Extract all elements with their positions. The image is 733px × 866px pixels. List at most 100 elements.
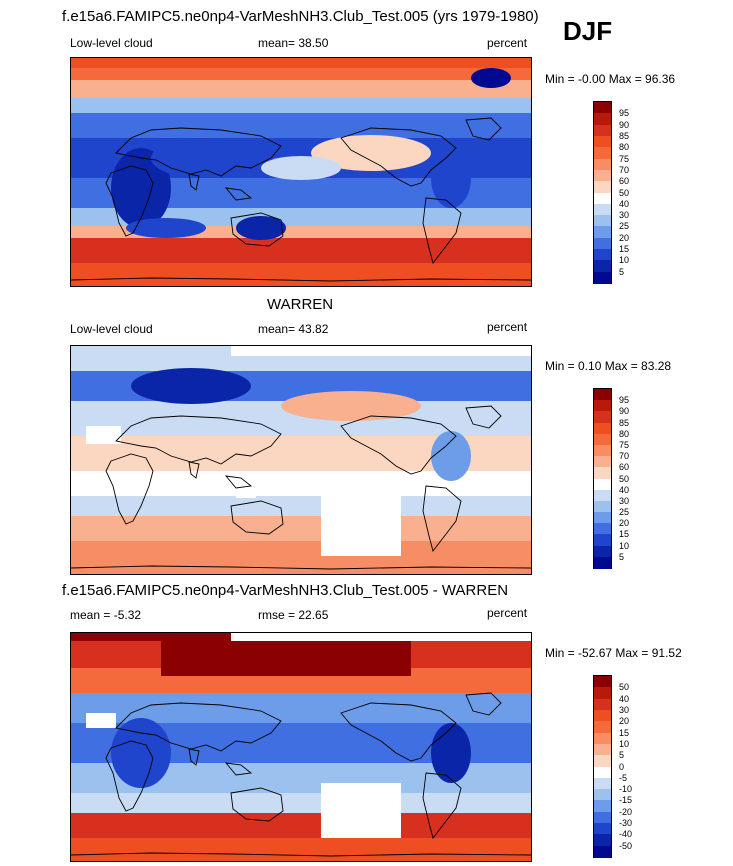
colorbar-tick-label: 40 xyxy=(619,693,630,704)
coastline xyxy=(115,127,282,177)
colorbar-tick-label: 15 xyxy=(619,727,630,738)
colorbar-swatch xyxy=(594,743,611,756)
colorbar-swatch xyxy=(594,732,611,745)
coastline xyxy=(105,740,154,812)
panel-2-map xyxy=(70,345,532,575)
panel-3-title: f.e15a6.FAMIPC5.ne0np4-VarMeshNH3.Club_T… xyxy=(62,582,509,599)
coastline xyxy=(105,165,154,237)
colorbar-tick-label: 85 xyxy=(619,417,630,428)
coastline xyxy=(188,748,200,766)
panel-3-units-label: percent xyxy=(487,606,528,620)
colorbar-tick-label: 15 xyxy=(619,529,630,540)
field-region xyxy=(431,148,471,208)
coastline xyxy=(230,500,284,535)
panel-2-title: WARREN xyxy=(267,296,334,313)
colorbar-tick-label: 70 xyxy=(619,451,630,462)
colorbar-swatch xyxy=(594,249,611,261)
colorbar-swatch xyxy=(594,271,611,284)
colorbar-swatch xyxy=(594,169,611,182)
colorbar-swatch xyxy=(594,203,611,216)
colorbar-swatch xyxy=(594,411,611,424)
field-band xyxy=(71,541,531,574)
field-region xyxy=(126,218,206,238)
panel-3-colorbar: 50 40 30 20 15 10 5 0 -5 -10 -15 -20 -30 -40 -50 xyxy=(593,675,632,858)
field-region xyxy=(311,135,431,171)
field-region xyxy=(431,723,471,783)
colorbar-swatch xyxy=(594,226,611,239)
colorbar-tick-label: -5 xyxy=(619,772,628,783)
colorbar-swatch xyxy=(594,135,611,148)
colorbar-swatch xyxy=(594,709,611,722)
coastline xyxy=(224,187,253,201)
colorbar-tick-label: 95 xyxy=(619,395,630,406)
coastline xyxy=(105,453,154,525)
colorbar-swatch xyxy=(594,158,611,171)
colorbar-tick-label: -30 xyxy=(619,818,633,829)
missing-data xyxy=(321,783,401,838)
panel-1-minmax: Min = -0.00 Max = 96.36 xyxy=(545,72,676,86)
coastline xyxy=(230,212,284,247)
colorbar-tick-label: 40 xyxy=(619,484,630,495)
field-region xyxy=(261,156,341,180)
colorbar-swatch xyxy=(594,823,611,835)
coastline xyxy=(188,461,200,479)
colorbar-swatch xyxy=(594,523,611,535)
coastline xyxy=(115,702,282,752)
field-band xyxy=(71,813,531,838)
colorbar-swatch xyxy=(594,433,611,446)
colorbar-swatch xyxy=(594,102,611,114)
missing-data xyxy=(86,713,116,728)
colorbar-tick-label: 5 xyxy=(619,551,625,562)
coastline xyxy=(71,852,531,857)
colorbar-tick-label: 90 xyxy=(619,406,630,417)
colorbar-tick-label: 30 xyxy=(619,210,630,221)
field-band xyxy=(71,98,531,113)
colorbar-tick-label: 50 xyxy=(619,473,630,484)
field-band xyxy=(71,238,531,263)
colorbar-swatch xyxy=(594,800,611,813)
panel-3-mean-label: mean = -5.32 xyxy=(70,608,142,622)
coastline xyxy=(340,415,457,475)
colorbar-tick-label: 25 xyxy=(619,507,630,518)
colorbar-swatch xyxy=(594,389,611,401)
colorbar-tick-label: 10 xyxy=(619,255,630,266)
field-region xyxy=(161,641,411,676)
colorbar-tick-label: 5 xyxy=(619,266,625,277)
coastline xyxy=(230,787,284,822)
colorbar-swatch xyxy=(594,400,611,412)
coastline xyxy=(465,692,502,716)
colorbar-tick-label: 70 xyxy=(619,164,630,175)
colorbar-tick-label: 5 xyxy=(619,750,625,761)
colorbar-tick-label: -20 xyxy=(619,806,633,817)
coastline xyxy=(188,173,200,191)
colorbar-tick-label: 25 xyxy=(619,221,630,232)
colorbar-swatch xyxy=(594,777,611,790)
missing-data xyxy=(231,346,531,356)
field-band xyxy=(71,68,531,80)
colorbar-swatch xyxy=(594,789,611,801)
field-region xyxy=(471,68,511,88)
panel-2-variable-label: Low-level cloud xyxy=(70,322,153,336)
colorbar-swatch xyxy=(594,181,611,193)
colorbar-swatch xyxy=(594,687,611,700)
field-band xyxy=(71,80,531,98)
colorbar-swatch xyxy=(594,698,611,711)
coastline xyxy=(422,772,462,839)
colorbar-swatch xyxy=(594,147,611,160)
colorbar-swatch xyxy=(594,192,611,205)
colorbar-swatch xyxy=(594,845,611,858)
coastline xyxy=(340,702,457,762)
panel-2-colorbar: 95 90 85 80 75 70 60 50 40 30 25 20 15 10 5 xyxy=(593,388,629,569)
field-band xyxy=(71,58,531,68)
colorbar-tick-label: 50 xyxy=(619,682,630,693)
colorbar-swatch xyxy=(594,124,611,137)
panel-3-field xyxy=(71,633,531,861)
field-band xyxy=(71,113,531,138)
colorbar-swatch xyxy=(594,444,611,457)
panel-2-field xyxy=(71,346,531,574)
field-region xyxy=(431,431,471,481)
colorbar-tick-label: 85 xyxy=(619,130,630,141)
colorbar-swatch xyxy=(594,811,611,824)
colorbar-swatch xyxy=(594,676,611,688)
colorbar-swatch xyxy=(594,456,611,468)
